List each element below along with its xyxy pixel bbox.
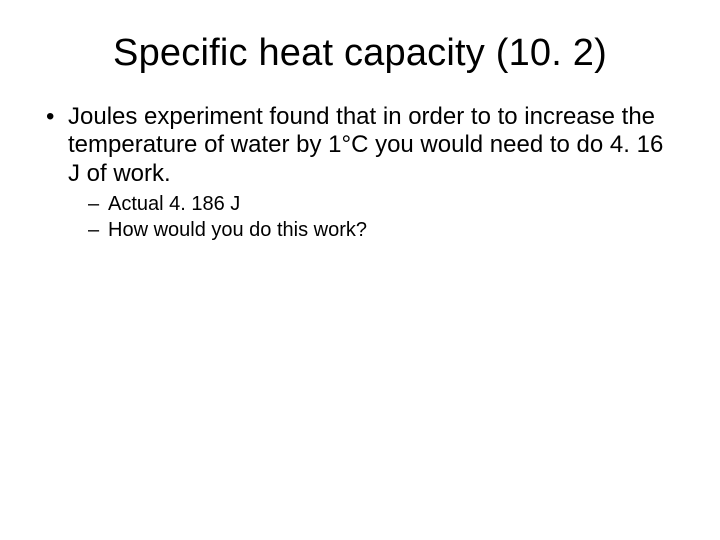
bullet-item: Joules experiment found that in order to… xyxy=(40,103,672,243)
slide-title: Specific heat capacity (10. 2) xyxy=(48,32,672,75)
bullet-text: Joules experiment found that in order to… xyxy=(68,103,663,187)
sub-bullet-text: Actual 4. 186 J xyxy=(108,193,240,215)
sub-bullet-item: How would you do this work? xyxy=(84,218,672,242)
bullet-list-level1: Joules experiment found that in order to… xyxy=(40,103,672,243)
sub-bullet-item: Actual 4. 186 J xyxy=(84,192,672,216)
sub-bullet-text: How would you do this work? xyxy=(108,219,367,241)
slide: Specific heat capacity (10. 2) Joules ex… xyxy=(0,0,720,540)
bullet-list-level2: Actual 4. 186 J How would you do this wo… xyxy=(84,192,672,243)
